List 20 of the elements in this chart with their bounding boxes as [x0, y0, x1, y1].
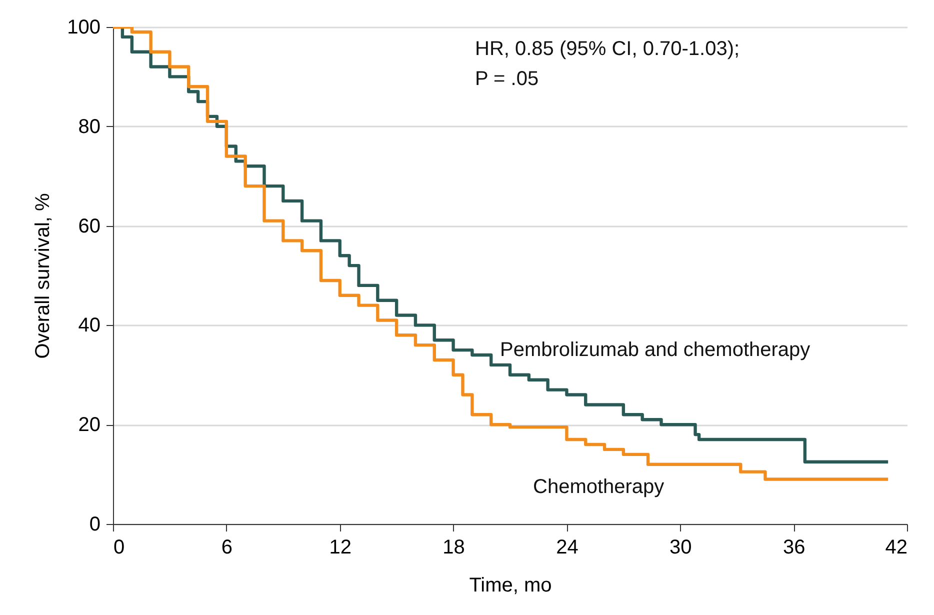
x-tick-label: 0 [114, 536, 125, 558]
y-tick-label: 60 [78, 215, 100, 238]
x-tick-label: 6 [221, 536, 232, 558]
x-tick-label: 36 [782, 536, 806, 558]
annotation: P = .05 [475, 68, 539, 90]
annotation: HR, 0.85 (95% CI, 0.70-1.03); [475, 38, 740, 60]
y-tick-label: 100 [67, 16, 100, 38]
x-tick-label: 24 [556, 536, 578, 558]
x-tick-label: 12 [329, 536, 352, 558]
y-tick-label: 20 [78, 414, 100, 436]
series-label: Chemotherapy [533, 476, 664, 498]
x-axis-title: Time, mo [469, 574, 552, 596]
series-label: Pembrolizumab and chemotherapy [500, 339, 810, 361]
x-tick-label: 30 [670, 536, 692, 558]
y-tick-label: 0 [89, 514, 100, 536]
y-axis-title: Overall survival, % [32, 192, 54, 359]
y-tick-label: 80 [78, 116, 100, 138]
x-tick-label: 18 [442, 536, 465, 558]
y-tick-label: 40 [78, 314, 100, 337]
x-tick-label: 42 [885, 536, 908, 558]
